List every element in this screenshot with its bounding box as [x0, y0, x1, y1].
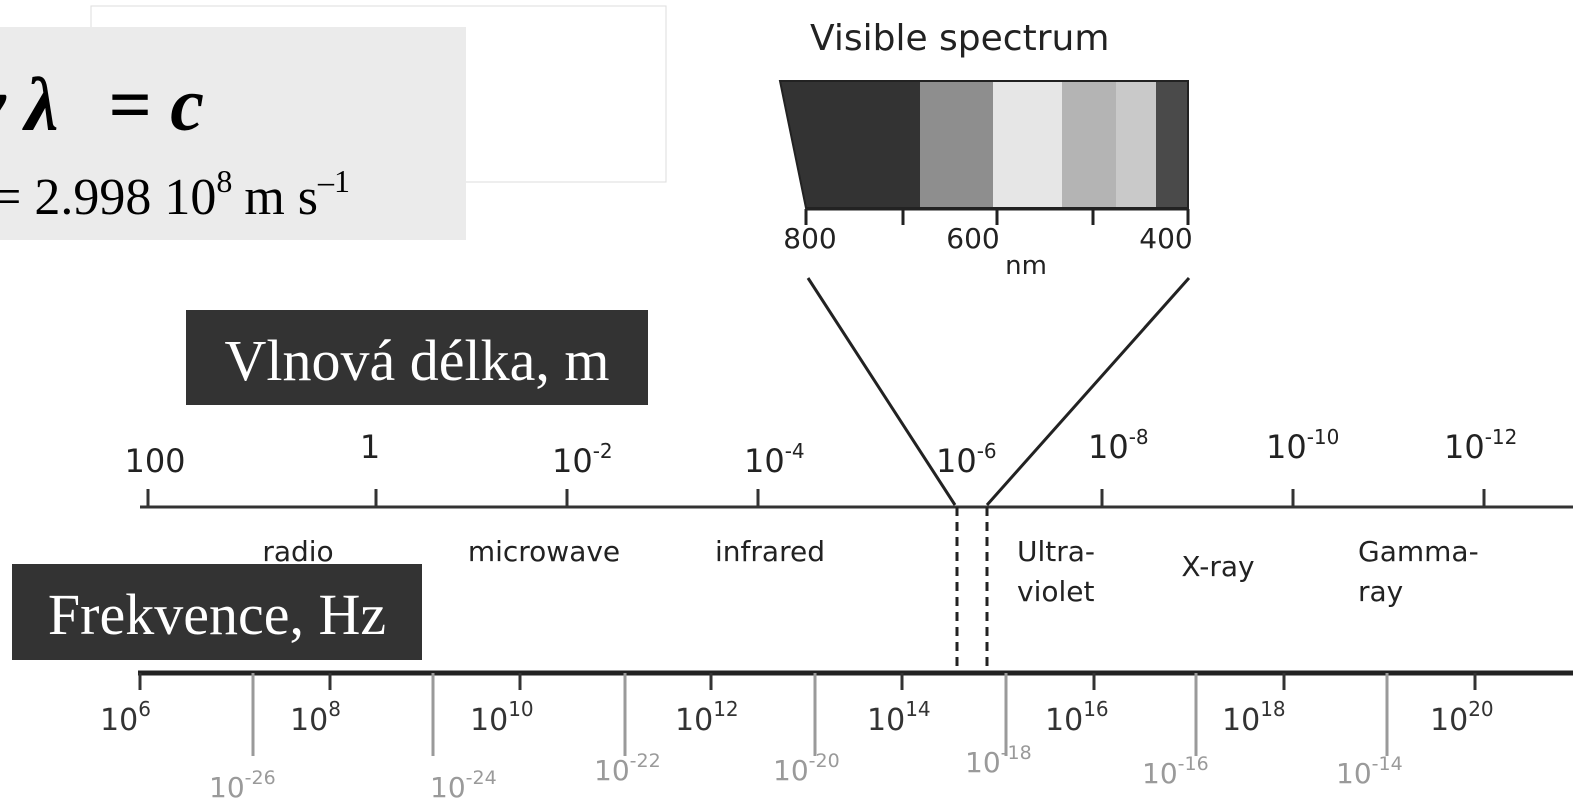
faint-tick-label: 10-20	[773, 750, 840, 787]
wavelength-tick-label: 10-4	[744, 439, 805, 480]
formula-box	[0, 27, 466, 240]
wavelength-tick-label: 10-6	[936, 439, 997, 480]
frequency-tick-label: 108	[290, 697, 341, 738]
faint-tick-label: 10-16	[1142, 753, 1209, 790]
region-gamma-line1: Gamma-	[1358, 535, 1479, 568]
visible-tick-label: 600	[946, 222, 999, 255]
region-radio: radio	[262, 535, 333, 568]
frequency-tick-label: 1020	[1430, 697, 1494, 738]
frequency-label: Frekvence, Hz	[48, 582, 386, 647]
wavelength-tick-label: 10-10	[1266, 425, 1339, 466]
visible-band	[920, 81, 993, 208]
frequency-tick-label: 106	[100, 697, 151, 738]
frequency-faint-ticks	[251, 673, 1389, 756]
frequency-ticks	[138, 673, 1477, 690]
region-microwave: microwave	[468, 535, 620, 568]
frequency-tick-label: 1012	[675, 697, 739, 738]
zoom-line-right	[985, 277, 1191, 506]
zoom-line-left	[806, 277, 957, 506]
region-ultraviolet-line2: violet	[1017, 575, 1094, 608]
region-gamma-line2: ray	[1358, 575, 1403, 608]
faint-tick-label: 10-24	[430, 767, 497, 804]
visible-spectrum-title: Visible spectrum	[810, 18, 1109, 59]
visible-tick-label: 400	[1139, 222, 1192, 255]
visible-band	[780, 81, 920, 208]
faint-tick-label: 10-22	[594, 750, 661, 787]
formula-speed-value: = 2.998 10	[0, 169, 216, 226]
wavelength-ticks	[146, 489, 1486, 507]
visible-band	[1116, 81, 1156, 208]
faint-tick-label: 10-26	[209, 767, 276, 804]
visible-band	[1062, 81, 1116, 208]
faint-tick-label: 10-14	[1336, 753, 1403, 790]
wavelength-tick-label: 10-8	[1088, 425, 1149, 466]
visible-band	[993, 81, 1062, 208]
region-infrared: infrared	[715, 535, 825, 568]
visible-tick-label: 800	[783, 222, 836, 255]
frequency-tick-label: 1018	[1222, 697, 1286, 738]
wavelength-tick-label: 100	[124, 442, 185, 480]
visible-unit: nm	[1005, 251, 1047, 281]
frequency-tick-label: 1010	[470, 697, 534, 738]
wavelength-tick-label: 10-2	[552, 439, 613, 480]
wavelength-tick-label: 1	[360, 428, 380, 466]
wavelength-label-box	[186, 310, 648, 405]
formula-main-left: ν λ	[0, 63, 58, 147]
formula-speed-exponent: 8	[216, 163, 232, 199]
region-xray: X-ray	[1181, 550, 1254, 583]
faint-tick-label: 10-18	[965, 742, 1032, 779]
formula-speed-unit: m s	[244, 169, 318, 226]
formula-speed: = 2.998 108 m s–1	[0, 163, 350, 226]
frequency-label-box	[12, 564, 422, 660]
visible-ticks	[804, 209, 1190, 225]
wavelength-tick-label: 10-12	[1444, 425, 1517, 466]
visible-bands	[780, 81, 1188, 208]
formula-speed-unit-exponent: –1	[317, 163, 350, 199]
wavelength-label: Vlnová délka, m	[225, 328, 610, 393]
region-ultraviolet-line1: Ultra-	[1017, 535, 1095, 568]
visible-band	[1156, 81, 1188, 208]
frequency-tick-label: 1014	[867, 697, 931, 738]
frequency-tick-label: 1016	[1045, 697, 1109, 738]
formula-main-eq: = c	[108, 63, 204, 147]
